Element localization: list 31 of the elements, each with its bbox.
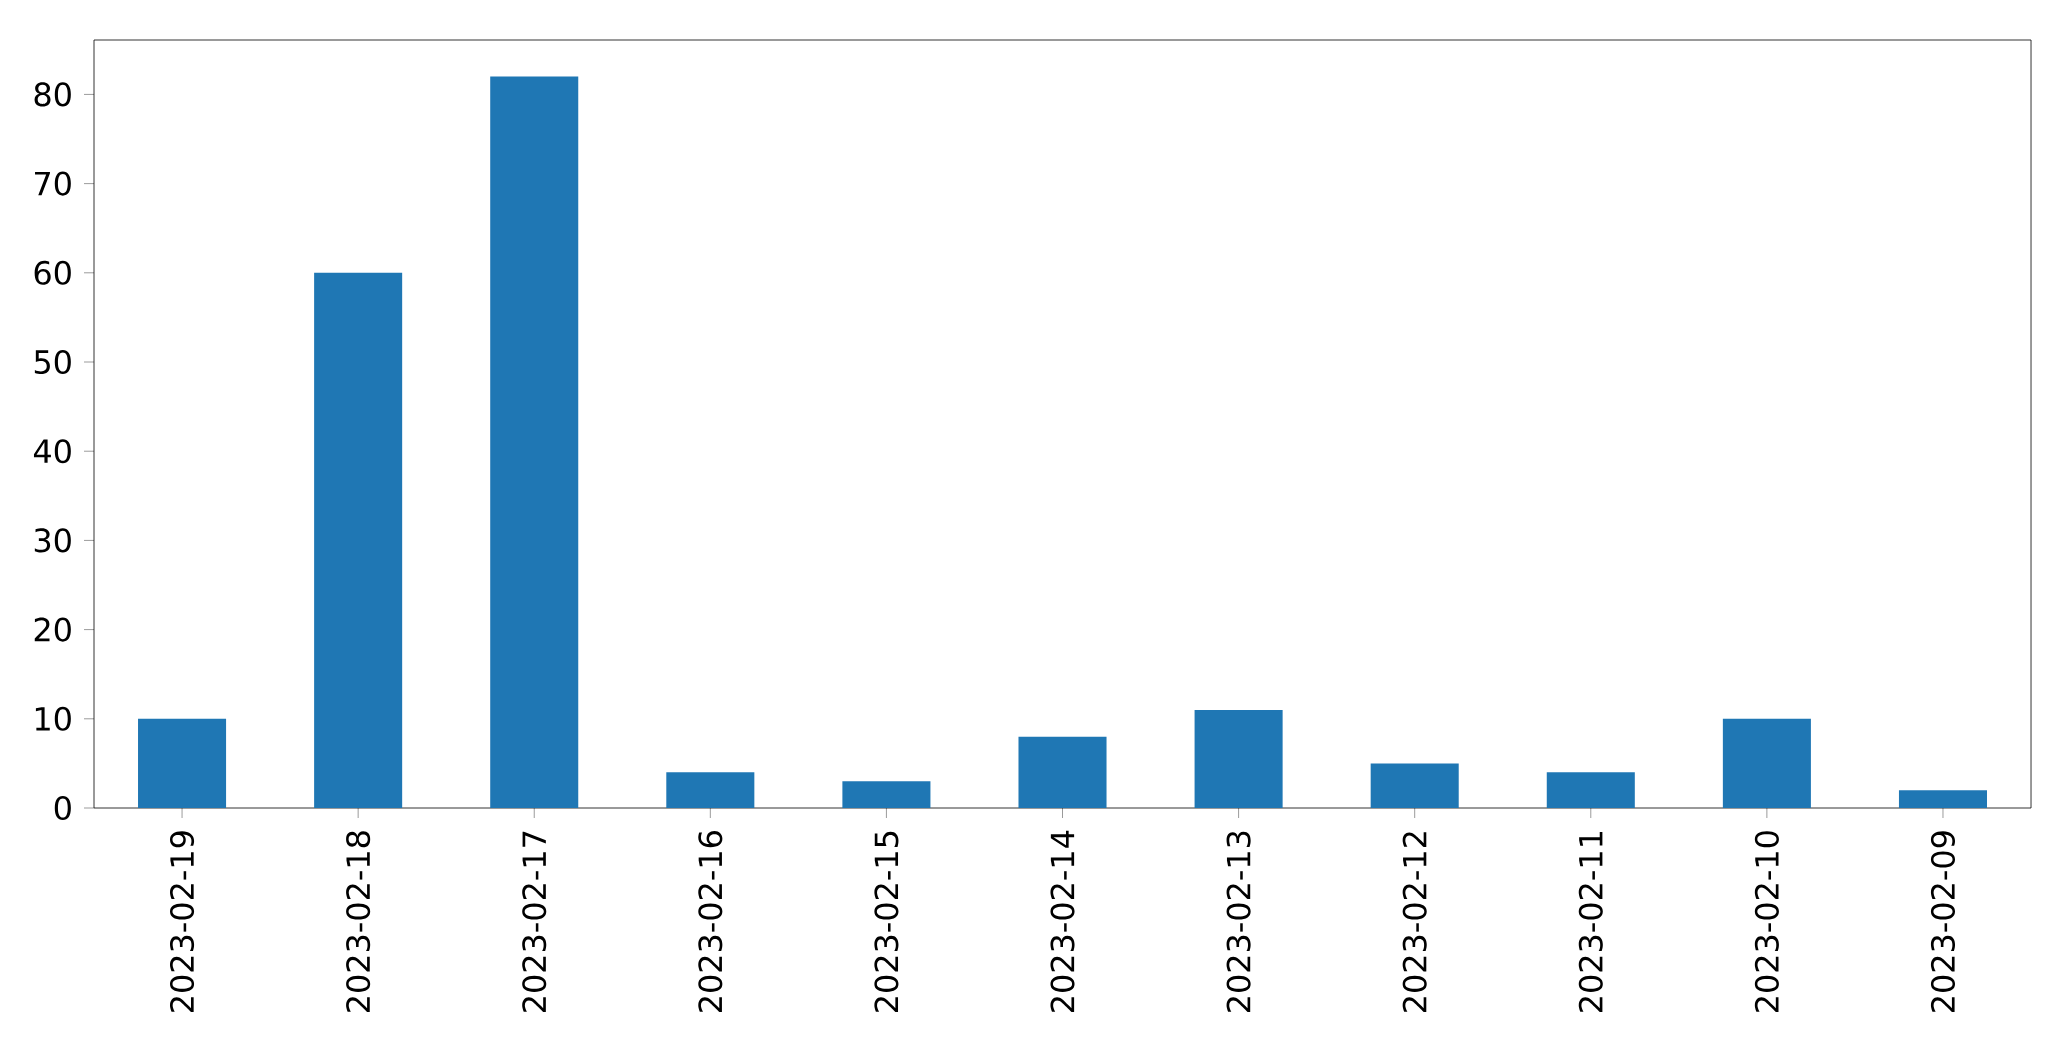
bar [1722, 718, 1811, 808]
x-tick-label: 2023-02-09 [1930, 831, 1956, 1012]
bar [1018, 736, 1107, 808]
y-tick-label: 80 [34, 82, 71, 107]
x-tick-label: 2023-02-16 [698, 831, 723, 1012]
x-tick-label: 2023-02-15 [874, 831, 899, 1012]
bar [842, 781, 931, 808]
x-tick-label: 2023-02-18 [346, 831, 371, 1012]
x-tick-label: 2023-02-14 [1050, 830, 1075, 1012]
bar [1898, 790, 1987, 808]
y-tick-label: 0 [54, 795, 71, 821]
bar [1194, 709, 1283, 808]
y-tick-label: 20 [34, 617, 71, 642]
bar [1546, 772, 1635, 808]
x-tick-label: 2023-02-17 [522, 831, 547, 1012]
y-tick-label: 10 [35, 706, 71, 731]
y-tick-label: 60 [34, 260, 71, 285]
bar [666, 772, 755, 808]
y-tick-label: 50 [34, 349, 71, 375]
x-tick-label: 2023-02-11 [1578, 832, 1603, 1012]
x-tick-label: 2023-02-12 [1402, 832, 1427, 1012]
x-tick-label: 2023-02-19 [169, 831, 195, 1012]
bar [138, 718, 227, 808]
bar [1370, 763, 1459, 808]
x-tick-label: 2023-02-10 [1754, 831, 1779, 1012]
bar [314, 272, 403, 808]
bar [490, 76, 579, 808]
y-tick-label: 30 [34, 528, 71, 553]
x-tick-label: 2023-02-13 [1226, 831, 1251, 1012]
y-tick-label: 40 [33, 439, 71, 464]
y-tick-label: 70 [35, 171, 71, 196]
